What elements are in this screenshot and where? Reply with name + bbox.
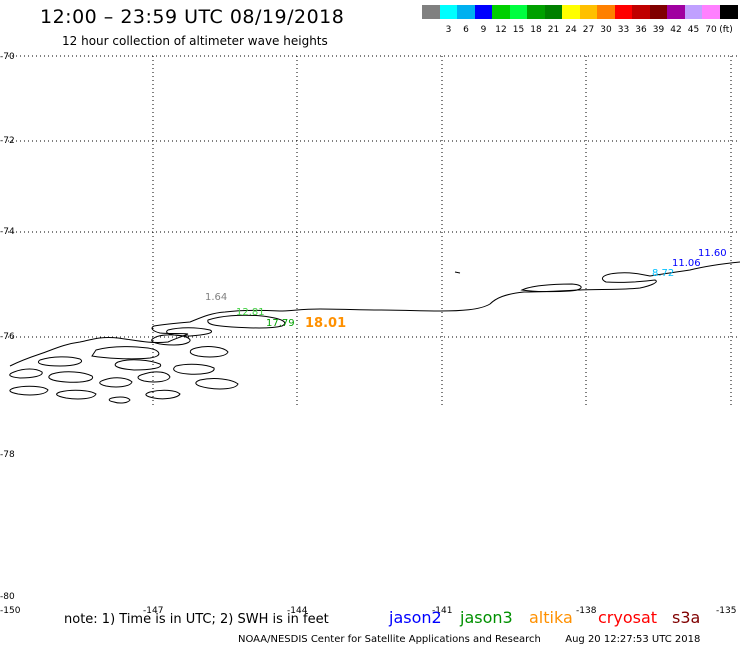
legend-label: 30 bbox=[600, 25, 612, 35]
legend-label: 21 bbox=[547, 25, 560, 35]
wave-height-label: 11.60 bbox=[698, 248, 727, 259]
legend-swatch bbox=[474, 5, 493, 19]
coastline bbox=[9, 261, 740, 404]
legend-swatch bbox=[457, 5, 475, 19]
legend-swatch bbox=[579, 5, 598, 19]
satellite-s3a: s3a bbox=[672, 608, 701, 627]
legend-swatch bbox=[649, 5, 668, 19]
legend-swatch bbox=[702, 5, 720, 19]
wave-height-label: 1.64 bbox=[205, 292, 228, 303]
credit-line: NOAA/NESDIS Center for Satellite Applica… bbox=[238, 634, 700, 645]
legend-swatch bbox=[632, 5, 650, 19]
legend-swatch bbox=[562, 5, 580, 19]
legend-swatch bbox=[439, 5, 458, 19]
wave-height-label: 17.79 bbox=[266, 318, 295, 329]
legend-swatch bbox=[684, 5, 703, 19]
satellite-jason2: jason2 bbox=[389, 608, 442, 627]
legend-label: 18 bbox=[530, 25, 542, 35]
legend-label: 15 bbox=[512, 25, 525, 35]
legend-label: 6 bbox=[463, 25, 469, 35]
legend-label: 24 bbox=[565, 25, 577, 35]
legend-label: 42 bbox=[670, 25, 682, 35]
lon-label-138: -138 bbox=[576, 606, 597, 616]
legend-swatch bbox=[544, 5, 563, 19]
map-subtitle: 12 hour collection of altimeter wave hei… bbox=[62, 34, 328, 48]
lat-label-74: -74 bbox=[0, 227, 15, 237]
legend-swatch bbox=[422, 5, 440, 19]
wave-height-label: 12.81 bbox=[236, 307, 265, 318]
lon-label-144: -144 bbox=[287, 606, 308, 616]
legend-swatch bbox=[614, 5, 633, 19]
legend-label: 39 bbox=[652, 25, 665, 35]
lat-label-78: -78 bbox=[0, 450, 15, 460]
wave-height-label: 8.72 bbox=[652, 268, 675, 279]
legend-swatch bbox=[509, 5, 528, 19]
map-title: 12:00 – 23:59 UTC 08/19/2018 bbox=[40, 6, 345, 28]
satellite-cryosat: cryosat bbox=[598, 608, 658, 627]
legend-label: 9 bbox=[480, 25, 487, 35]
legend-label: 33 bbox=[617, 25, 630, 35]
lon-label-141: -141 bbox=[432, 606, 453, 616]
legend-swatch bbox=[527, 5, 545, 19]
lon-label-147: -147 bbox=[143, 606, 164, 616]
satellite-altika: altika bbox=[529, 608, 573, 627]
legend-label: 3 bbox=[445, 25, 452, 35]
legend-label: 12 bbox=[495, 25, 507, 35]
legend-swatch bbox=[719, 5, 738, 19]
wave-height-label: 18.01 bbox=[305, 316, 347, 331]
lat-label-70: -70 bbox=[0, 52, 15, 62]
credit-text: NOAA/NESDIS Center for Satellite Applica… bbox=[238, 634, 541, 645]
wave-height-label: 11.06 bbox=[672, 258, 701, 269]
lat-label-76: -76 bbox=[0, 332, 15, 342]
lon-label-135: -135 bbox=[716, 606, 737, 616]
lat-label-80: -80 bbox=[0, 592, 15, 602]
lat-label-72: -72 bbox=[0, 136, 15, 146]
footer-note: note: 1) Time is in UTC; 2) SWH is in fe… bbox=[64, 612, 329, 627]
satellite-jason3: jason3 bbox=[460, 608, 513, 627]
legend-label: 36 bbox=[635, 25, 647, 35]
generated-timestamp: Aug 20 12:27:53 UTC 2018 bbox=[565, 634, 701, 645]
legend-unit: (ft) bbox=[719, 25, 733, 35]
lon-label-150: -150 bbox=[0, 606, 21, 616]
legend-swatch bbox=[597, 5, 615, 19]
legend-swatch bbox=[667, 5, 685, 19]
legend-label: 45 bbox=[687, 25, 700, 35]
legend-label: 27 bbox=[582, 25, 595, 35]
legend-swatch bbox=[492, 5, 510, 19]
legend-label: 70 bbox=[705, 25, 717, 35]
